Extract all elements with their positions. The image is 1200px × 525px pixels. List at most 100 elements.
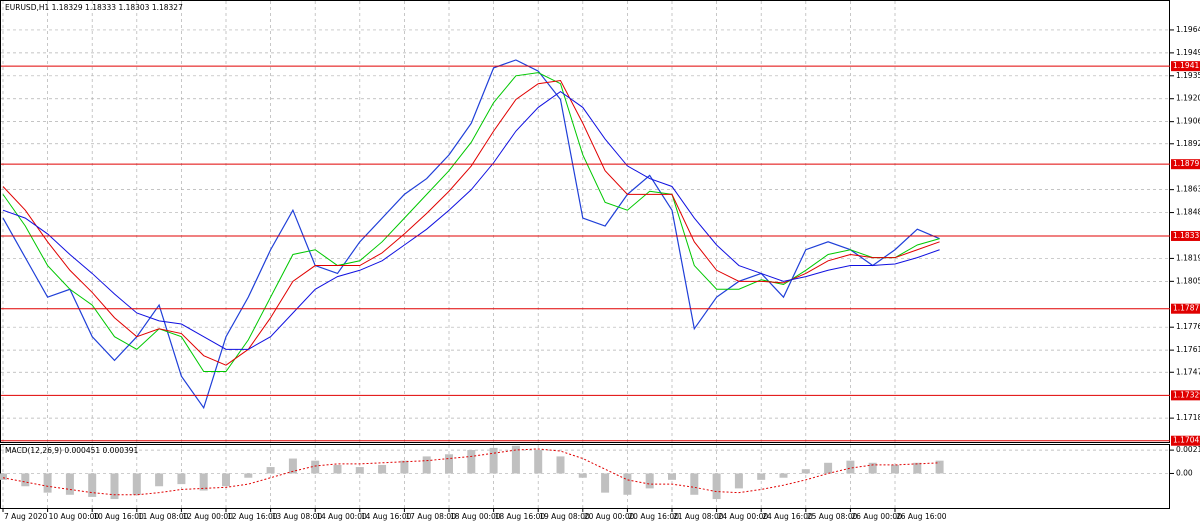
macd-bar (132, 473, 141, 495)
y-tick-label: 0.00219 (1176, 445, 1200, 454)
level-label-box (1171, 230, 1200, 241)
y-tick-label: 0.00 (1176, 468, 1193, 477)
macd-bar (511, 445, 520, 474)
price-line (2, 90, 940, 350)
macd-bar (199, 473, 208, 491)
y-tick-label: 1.19060 (1176, 117, 1200, 126)
macd-bar (155, 473, 164, 487)
macd-bar (43, 473, 52, 493)
x-tick-label: 26 Aug 00:00 (851, 512, 902, 521)
macd-bar (288, 458, 297, 474)
x-tick-label: 24 Aug 16:00 (762, 512, 813, 521)
y-tick-label: 1.19495 (1176, 48, 1200, 57)
macd-bar (935, 460, 944, 474)
x-tick-label: 18 Aug 16:00 (495, 512, 546, 521)
x-tick-label: 26 Aug 16:00 (896, 512, 947, 521)
signal-line (2, 448, 940, 496)
x-tick-label: 20 Aug 16:00 (628, 512, 679, 521)
macd-bar (355, 467, 364, 474)
macd-bar (690, 473, 699, 495)
price-line (2, 79, 940, 366)
y-tick-label: 1.19205 (1176, 94, 1200, 103)
macd-bar (177, 473, 186, 485)
y-tick-label: 1.17615 (1176, 345, 1200, 354)
price-line (2, 59, 940, 410)
level-label-box (1171, 390, 1200, 401)
macd-bar (333, 464, 342, 474)
x-tick-label: 14 Aug 00:00 (316, 512, 367, 521)
level-label: 1.17329 (1173, 390, 1200, 399)
x-tick-label: 10 Aug 00:00 (49, 512, 100, 521)
macd-bar (88, 473, 97, 497)
macd-bar (556, 456, 565, 474)
x-tick-label: 20 Aug 00:00 (584, 512, 635, 521)
x-tick-label: 12 Aug 00:00 (182, 512, 233, 521)
x-tick-label: 13 Aug 08:00 (272, 512, 323, 521)
x-tick-label: 25 Aug 08:00 (807, 512, 858, 521)
x-tick-label: 10 Aug 16:00 (93, 512, 144, 521)
macd-title: MACD(12,26,9) 0.000451 0.000391 (5, 446, 139, 455)
macd-bar (846, 460, 855, 474)
macd-bar (779, 473, 788, 478)
macd-bar (578, 473, 587, 478)
level-label: 1.17042 (1173, 436, 1200, 445)
macd-bar (489, 447, 498, 474)
macd-bar (311, 460, 320, 474)
macd-bar (445, 454, 453, 474)
y-tick-label: 1.19350 (1176, 71, 1200, 80)
x-tick-label: 21 Aug 08:00 (673, 512, 724, 521)
x-tick-label: 14 Aug 16:00 (361, 512, 412, 521)
macd-bar (824, 462, 833, 474)
y-tick-label: 1.17760 (1176, 322, 1200, 331)
level-label: 1.17877 (1173, 304, 1200, 313)
x-tick-label: 18 Aug 00:00 (450, 512, 501, 521)
x-tick-label: 19 Aug 08:00 (539, 512, 590, 521)
macd-bar (623, 473, 632, 495)
macd-bar (21, 473, 30, 487)
macd-bar (757, 473, 766, 480)
y-tick-label: 1.17475 (1176, 367, 1200, 376)
chart-title: EURUSD,H1 1.18329 1.18333 1.18303 1.1832… (5, 3, 183, 12)
macd-bar (244, 473, 253, 478)
macd-bar (110, 473, 119, 500)
macd-bar (266, 467, 275, 474)
main-panel (0, 0, 1170, 443)
macd-bar (400, 460, 409, 474)
macd-bar (422, 456, 431, 474)
x-tick-label: 17 Aug 08:00 (405, 512, 456, 521)
macd-bar (868, 462, 877, 474)
x-tick-label: 24 Aug 00:00 (718, 512, 769, 521)
level-label: 1.18337 (1173, 231, 1200, 240)
y-tick-label: 1.18050 (1176, 276, 1200, 285)
x-tick-label: 11 Aug 08:00 (138, 512, 189, 521)
macd-bar (222, 473, 230, 487)
macd-bar (645, 473, 654, 489)
level-label-box (1171, 435, 1200, 446)
macd-bar (601, 473, 610, 493)
y-tick-label: 1.18630 (1176, 185, 1200, 194)
level-label-box (1171, 303, 1200, 314)
x-tick-label: 12 Aug 16:00 (227, 512, 278, 521)
macd-bar (913, 462, 922, 474)
macd-bar (467, 450, 476, 474)
macd-bar (734, 473, 743, 489)
y-tick-label: 1.18195 (1176, 253, 1200, 262)
macd-bar (378, 464, 387, 474)
macd-bar (534, 450, 543, 474)
macd-bar (891, 464, 899, 474)
macd-bar (65, 473, 74, 495)
macd-bar (712, 473, 721, 500)
level-label-box (1171, 159, 1200, 170)
macd-bar (668, 473, 676, 480)
macd-bar (0, 473, 7, 480)
y-tick-label: 1.18485 (1176, 208, 1200, 217)
x-tick-label: 7 Aug 2020 (4, 512, 47, 521)
y-tick-label: 1.17185 (1176, 413, 1200, 422)
level-label-box (1171, 61, 1200, 72)
macd-bar (801, 469, 810, 474)
y-tick-label: 1.19640 (1176, 25, 1200, 34)
y-tick-label: 1.18920 (1176, 139, 1200, 148)
